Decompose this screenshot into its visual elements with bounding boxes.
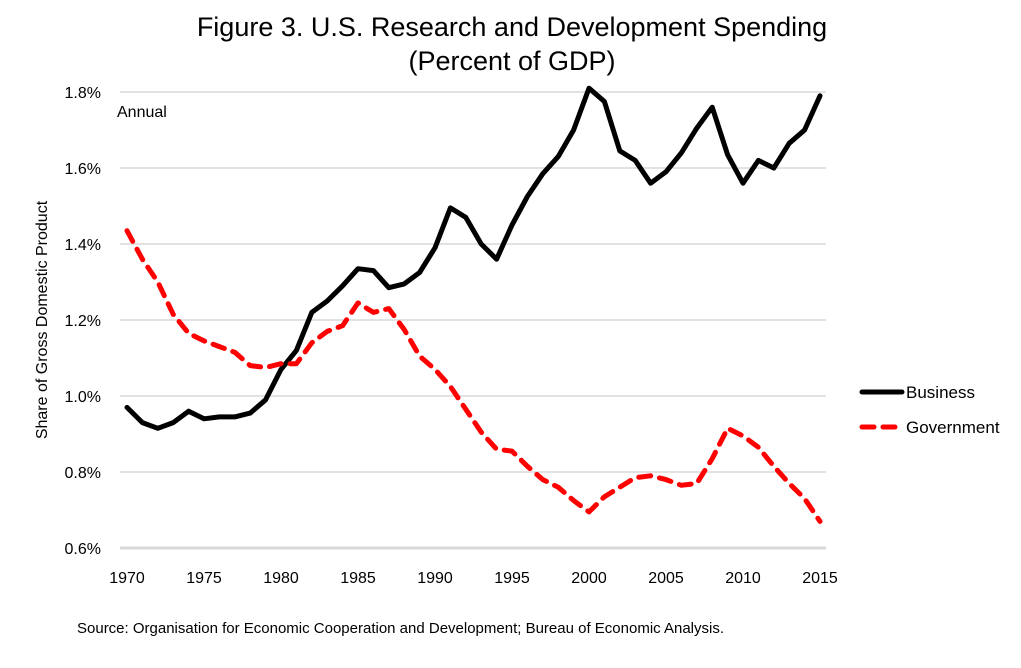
y-tick-label: 1.6% xyxy=(65,161,101,178)
y-tick-label: 0.6% xyxy=(65,541,101,558)
x-tick-label: 1970 xyxy=(109,570,145,587)
legend-label-business: Business xyxy=(906,383,975,402)
y-tick-label: 0.8% xyxy=(65,465,101,482)
y-axis-ticks: 0.6% 0.8% 1.0% 1.2% 1.4% 1.6% 1.8% xyxy=(65,85,101,558)
x-axis-ticks: 1970 1975 1980 1985 1990 1995 2000 2005 2010 2015 xyxy=(109,570,838,587)
x-tick-label: 2015 xyxy=(802,570,838,587)
y-tick-label: 1.2% xyxy=(65,313,101,330)
x-tick-label: 2010 xyxy=(725,570,761,587)
source-note: Source: Organisation for Economic Cooper… xyxy=(77,620,724,637)
series-line-government xyxy=(124,228,823,524)
x-tick-label: 2005 xyxy=(648,570,684,587)
x-tick-label: 1985 xyxy=(340,570,376,587)
legend-label-government: Government xyxy=(906,418,1000,437)
x-tick-label: 1975 xyxy=(186,570,222,587)
legend: Business Government xyxy=(859,383,1000,437)
chart-subtitle: (Percent of GDP) xyxy=(408,46,615,76)
y-tick-label: 1.0% xyxy=(65,389,101,406)
gridlines xyxy=(120,91,826,550)
x-tick-label: 2000 xyxy=(571,570,607,587)
series-line-business xyxy=(124,85,823,431)
x-tick-label: 1980 xyxy=(263,570,299,587)
x-tick-label: 1990 xyxy=(417,570,453,587)
series-lines xyxy=(124,85,823,524)
y-tick-label: 1.4% xyxy=(65,237,101,254)
x-tick-label: 1995 xyxy=(494,570,530,587)
annotation-annual: Annual xyxy=(117,104,167,121)
y-axis-label: Share of Gross Domestic Product xyxy=(34,200,51,439)
chart-title: Figure 3. U.S. Research and Development … xyxy=(197,12,827,42)
y-tick-label: 1.8% xyxy=(65,85,101,102)
